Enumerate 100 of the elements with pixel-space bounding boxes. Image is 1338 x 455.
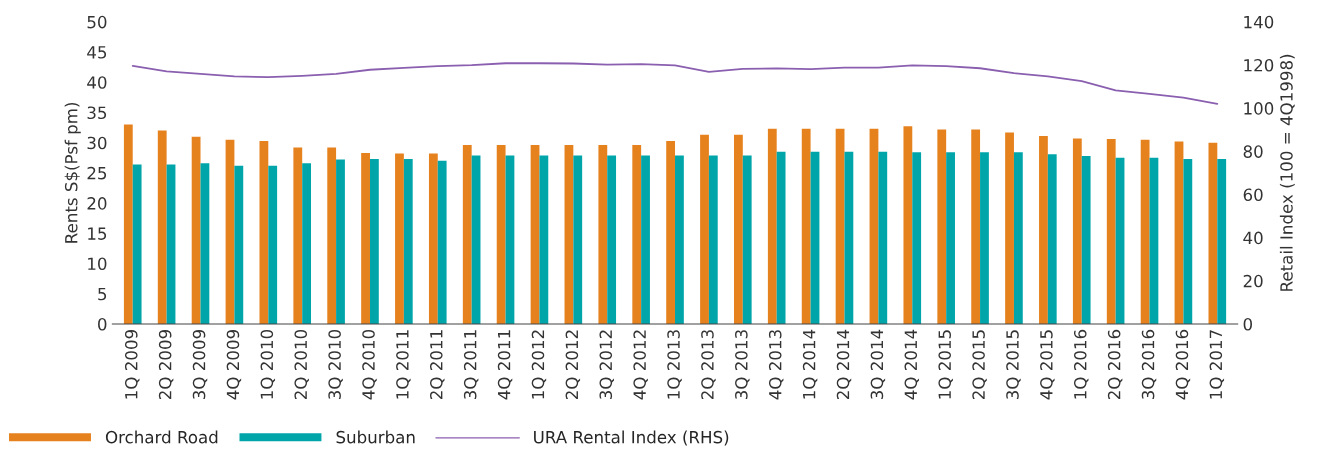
- y2-tick-label: 140: [1244, 15, 1274, 29]
- bar: [395, 153, 404, 324]
- x-tick-label: 2Q 2013: [701, 330, 716, 400]
- bar: [937, 129, 947, 324]
- bar: [810, 151, 820, 324]
- x-tick-label: 2Q 2009: [158, 329, 174, 400]
- bar: [632, 145, 642, 324]
- x-tick-label: 3Q 2012: [599, 330, 614, 399]
- y-tick-label: 5: [98, 287, 107, 301]
- bar: [259, 140, 269, 324]
- x-tick-label: 4Q 2013: [768, 330, 784, 400]
- x-tick-label: 3Q 2011: [463, 330, 479, 399]
- bar: [675, 155, 684, 324]
- x-tick-label: 3Q 2015: [1006, 330, 1021, 399]
- x-tick-label: 4Q 2010: [362, 329, 377, 400]
- x-tick-label: 2Q 2010: [294, 329, 309, 400]
- bar: [641, 155, 650, 324]
- bar: [1217, 159, 1227, 324]
- bar: [1005, 132, 1014, 324]
- y-axis-title: Rents S$(Psf pm): [64, 102, 81, 243]
- x-tick-label: 2Q 2011: [430, 330, 445, 400]
- y-tick-label: 45: [87, 46, 107, 59]
- x-tick-label: 4Q 2012: [633, 330, 648, 400]
- x-tick-label: 4Q 2015: [1040, 330, 1055, 400]
- bar: [428, 153, 438, 324]
- bar: [1039, 136, 1048, 324]
- bar: [598, 145, 608, 324]
- legend-label: URA Rental Index (RHS): [534, 430, 729, 446]
- x-tick-label: 1Q 2017: [1209, 330, 1225, 399]
- x-tick-label: 4Q 2016: [1175, 329, 1191, 400]
- y2-tick-label: 20: [1243, 274, 1263, 288]
- bar: [1115, 157, 1125, 324]
- bar: [734, 134, 743, 324]
- x-tick-label: 2Q 2014: [836, 329, 852, 400]
- y2-tick-label: 0: [1243, 317, 1253, 331]
- y-tick-label: 25: [87, 166, 107, 180]
- bar: [327, 147, 337, 324]
- y-tick-label: 50: [87, 15, 107, 29]
- y-tick-label: 0: [98, 317, 107, 331]
- bar: [607, 155, 617, 324]
- bar: [573, 155, 583, 324]
- bar: [844, 151, 854, 324]
- y2-tick-label: 80: [1243, 145, 1263, 158]
- bar: [1140, 139, 1150, 324]
- y2-tick-label: 100: [1244, 102, 1274, 115]
- x-tick-label: 4Q 2014: [904, 329, 920, 400]
- x-tick-label: 1Q 2010: [260, 329, 276, 399]
- legend-label: Orchard Road: [105, 430, 218, 444]
- bar: [767, 128, 777, 324]
- bar: [1174, 141, 1184, 324]
- bar: [1208, 142, 1218, 324]
- legend-label: Suburban: [336, 430, 415, 444]
- y-tick-label: 20: [87, 197, 107, 210]
- bar: [471, 155, 481, 324]
- bar: [980, 152, 989, 324]
- y2-tick-label: 120: [1244, 58, 1274, 72]
- y-tick-label: 35: [87, 106, 107, 120]
- x-tick-label: 4Q 2011: [497, 330, 513, 400]
- bar: [369, 159, 379, 324]
- bar: [869, 128, 879, 324]
- bar: [1183, 159, 1193, 324]
- bar: [225, 139, 235, 324]
- y-tick-label: 15: [88, 227, 107, 240]
- x-tick-label: 1Q 2012: [531, 330, 547, 399]
- bar: [708, 155, 718, 324]
- bar: [878, 151, 888, 324]
- bar: [912, 152, 922, 324]
- bar: [496, 145, 506, 324]
- bar: [132, 164, 142, 324]
- bar: [336, 159, 345, 324]
- bar: [742, 155, 752, 324]
- y2-tick-label: 40: [1243, 231, 1263, 245]
- bar: [157, 130, 167, 324]
- x-tick-label: 4Q 2009: [226, 329, 242, 400]
- bar: [971, 129, 981, 324]
- x-tick-label: 3Q 2014: [870, 329, 886, 399]
- bar: [1072, 138, 1082, 324]
- bar: [268, 165, 278, 324]
- y-tick-label: 40: [87, 76, 107, 89]
- y2-tick-label: 60: [1243, 188, 1263, 202]
- bar: [1047, 154, 1057, 324]
- bar: [903, 126, 913, 324]
- x-tick-label: 1Q 2009: [124, 329, 140, 399]
- y-tick-label: 30: [87, 136, 107, 150]
- bar: [462, 145, 472, 324]
- bar: [835, 128, 845, 324]
- y2-axis-title: Retail Index (100 = 4Q1998): [1279, 54, 1295, 291]
- bar: [123, 124, 133, 324]
- x-tick-label: 1Q 2011: [396, 330, 411, 399]
- bar: [530, 145, 540, 324]
- bar: [200, 163, 210, 324]
- bar: [539, 155, 549, 324]
- x-tick-label: 3Q 2009: [192, 329, 208, 399]
- bar: [1081, 155, 1091, 324]
- x-tick-label: 3Q 2010: [328, 329, 343, 399]
- bar: [505, 155, 515, 324]
- bar: [946, 152, 955, 324]
- bar: [776, 151, 786, 324]
- x-tick-label: 1Q 2015: [938, 330, 953, 399]
- bar: [166, 164, 176, 324]
